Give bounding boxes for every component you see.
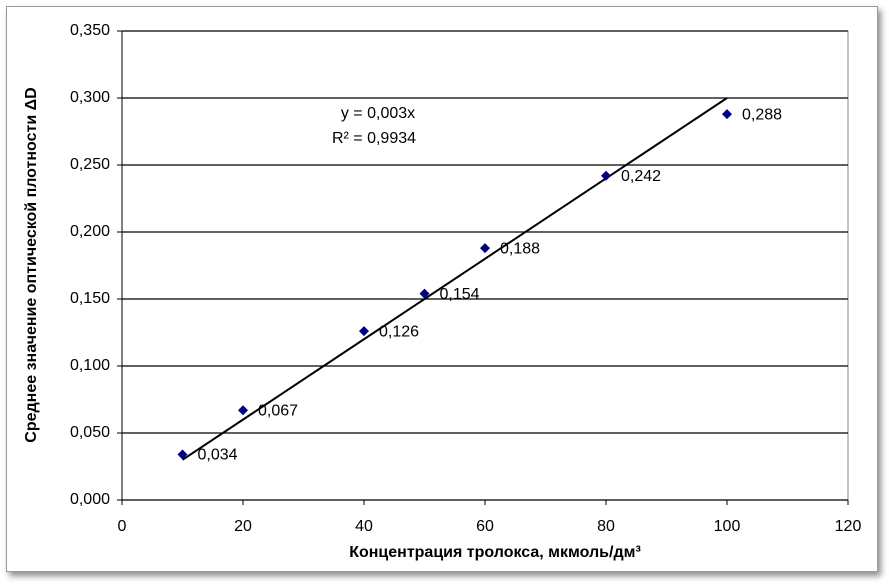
chart-frame [6,6,878,572]
data-label: 0,242 [621,168,661,185]
data-label: 0,154 [440,286,480,303]
x-tick-label: 120 [835,518,862,535]
x-tick-label: 60 [476,518,494,535]
y-tick-label: 0,350 [70,22,110,39]
data-point [419,288,430,299]
data-point [480,243,490,254]
data-point [722,109,732,120]
y-tick-label: 0,000 [70,491,110,508]
x-tick-label: 100 [714,518,741,535]
plot-area [121,30,849,501]
y-tick-label: 0,250 [70,156,110,173]
x-tick-label: 20 [234,518,252,535]
x-tick-label: 80 [597,518,615,535]
data-label: 0,188 [500,240,540,257]
data-label: 0,126 [379,323,419,340]
y-tick-label: 0,050 [70,424,110,441]
trendline [181,97,728,461]
annotation: y = 0,003x [341,105,415,122]
data-point [359,326,369,337]
data-point [238,405,248,416]
x-tick-label: 40 [355,518,373,535]
data-label: 0,034 [198,447,238,464]
y-tick-label: 0,100 [70,357,110,374]
annotation: R² = 0,9934 [332,130,416,147]
y-tick-label: 0,150 [70,290,110,307]
data-label: 0,288 [742,106,782,123]
data-point [601,170,611,181]
x-axis-title: Концентрация тролокса, мкмоль/дм³ [349,544,641,561]
x-tick-label: 0 [118,518,127,535]
data-point [177,449,188,460]
data-label: 0,067 [258,402,298,419]
y-tick-label: 0,200 [70,223,110,240]
y-tick-label: 0,300 [70,89,110,106]
y-axis-title: Среднее значение оптической плотности ΔD [23,87,40,442]
